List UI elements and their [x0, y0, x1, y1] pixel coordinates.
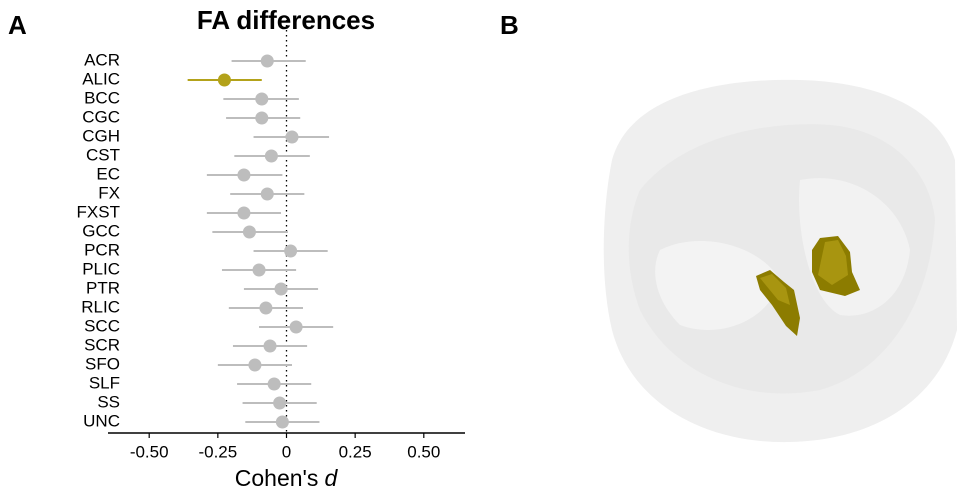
y-tick-label: PLIC: [82, 259, 120, 278]
y-tick-label: SCR: [84, 335, 120, 354]
y-tick-label: CGH: [82, 126, 120, 145]
highlight-region: [760, 274, 790, 305]
x-tick-label: 0.25: [339, 442, 372, 461]
point-estimate: [260, 54, 274, 68]
y-tick-label: FX: [98, 183, 120, 202]
y-tick-label: SCC: [84, 316, 120, 335]
panel-label: A: [8, 10, 27, 40]
x-axis-label-italic: d: [324, 465, 338, 491]
point-estimate: [237, 168, 251, 182]
highlight-region: [818, 240, 848, 285]
x-axis-label: Cohen's d: [235, 465, 339, 491]
brain-render: [603, 79, 957, 443]
point-estimate: [275, 415, 289, 429]
point-estimate: [284, 244, 298, 258]
point-estimate: [289, 320, 303, 334]
brain-region: [655, 241, 780, 330]
y-tick-label: RLIC: [81, 297, 120, 316]
y-tick-label: PTR: [86, 278, 120, 297]
point-estimate: [255, 92, 269, 106]
y-tick-label: CGC: [82, 107, 120, 126]
y-tick-label: PCR: [84, 240, 120, 259]
point-estimate: [263, 339, 277, 353]
point-estimate: [237, 206, 251, 220]
point-estimate: [267, 377, 281, 391]
panel-label: B: [500, 10, 519, 40]
x-tick-label: 0.50: [407, 442, 440, 461]
y-tick-label: SFO: [85, 354, 120, 373]
y-tick-label: FXST: [77, 202, 120, 221]
y-tick-label: BCC: [84, 88, 120, 107]
point-estimate: [217, 73, 231, 87]
x-tick-label: -0.50: [130, 442, 169, 461]
x-tick-label: 0: [282, 442, 291, 461]
point-estimate: [242, 225, 256, 239]
point-estimate: [260, 187, 274, 201]
y-tick-label: CST: [86, 145, 120, 164]
y-tick-label: EC: [96, 164, 120, 183]
x-tick-label: -0.25: [198, 442, 237, 461]
point-estimate: [273, 396, 287, 410]
y-tick-label: SLF: [89, 373, 120, 392]
chart-title: FA differences: [197, 5, 375, 35]
y-tick-label: GCC: [82, 221, 120, 240]
point-estimate: [264, 149, 278, 163]
point-estimate: [285, 130, 299, 144]
y-tick-label: ALIC: [82, 69, 120, 88]
point-estimate: [248, 358, 262, 372]
point-estimate: [259, 301, 273, 315]
x-axis-label-text: Cohen's: [235, 465, 319, 491]
point-estimate: [255, 111, 269, 125]
y-tick-label: SS: [97, 392, 120, 411]
y-tick-label: ACR: [84, 50, 120, 69]
point-estimate: [274, 282, 288, 296]
point-estimate: [252, 263, 266, 277]
y-tick-label: UNC: [83, 411, 120, 430]
